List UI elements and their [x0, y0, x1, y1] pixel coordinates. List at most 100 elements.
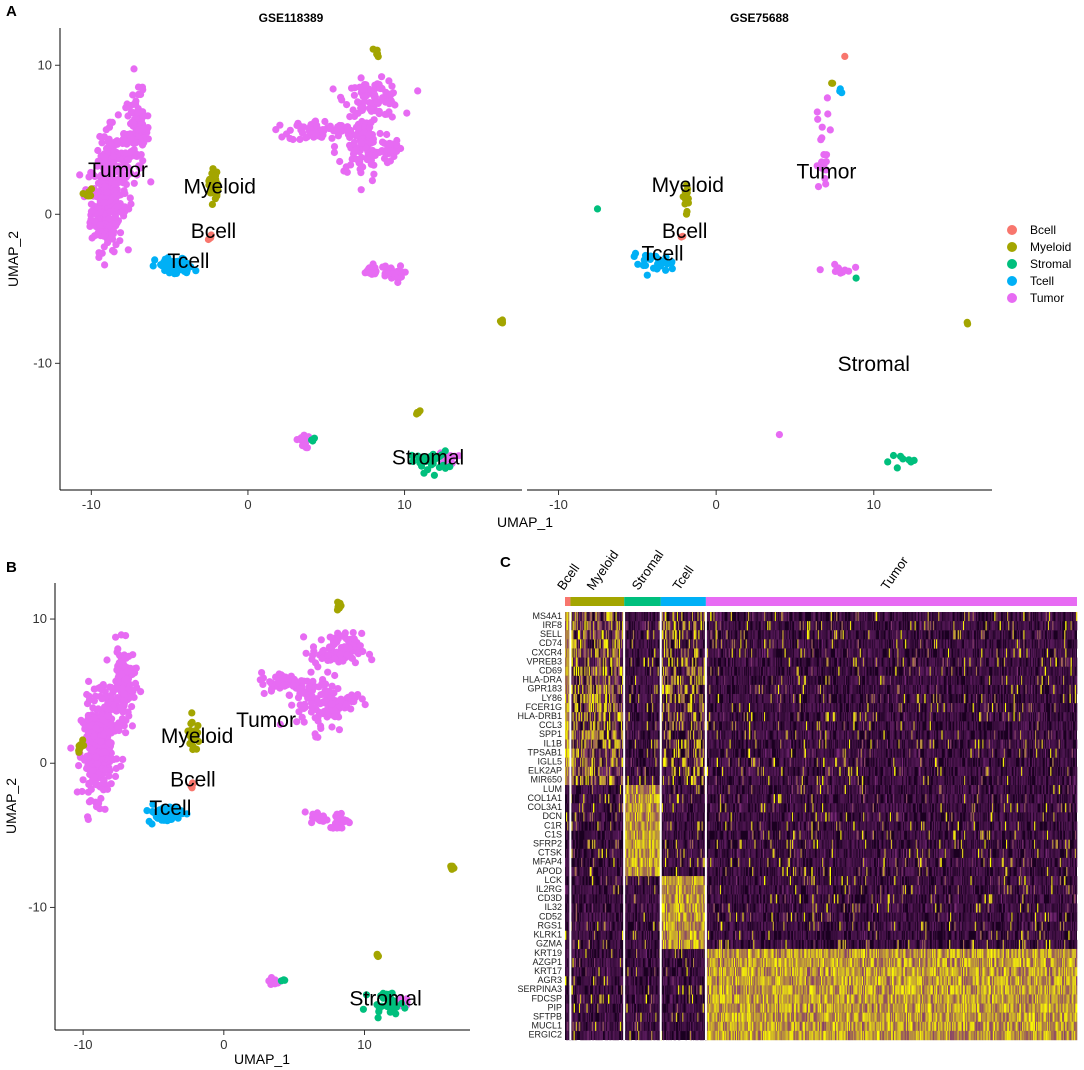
- heatmap-cell: [831, 630, 834, 640]
- point-tumor: [826, 126, 834, 134]
- legend: Bcell Myeloid Stromal Tcell Tumor: [1007, 223, 1071, 305]
- heatmap-cell: [1065, 648, 1067, 658]
- heatmap-cell: [774, 666, 777, 676]
- heatmap-cell: [777, 630, 780, 640]
- point-tumor: [817, 136, 825, 144]
- heatmap-cell: [846, 675, 849, 686]
- point-tumor: [350, 112, 359, 120]
- point-tumor: [118, 715, 126, 723]
- point-tumor: [98, 139, 106, 147]
- point-tumor: [357, 104, 365, 112]
- heatmap-cell: [834, 621, 837, 631]
- point-tcell: [149, 262, 157, 270]
- heatmap-cell: [783, 621, 785, 631]
- heatmap-cell: [903, 666, 906, 676]
- heatmap-cell: [1030, 639, 1033, 649]
- point-tumor: [359, 647, 367, 656]
- heatmap-cell: [743, 684, 745, 695]
- point-tumor: [100, 748, 109, 756]
- point-tumor: [361, 701, 369, 709]
- heatmap-cell: [946, 639, 949, 649]
- heatmap-cell: [1007, 639, 1009, 649]
- heatmap-cell: [1012, 621, 1014, 631]
- heatmap-cell: [949, 666, 951, 676]
- point-tumor: [297, 123, 305, 131]
- heatmap-cell: [1047, 648, 1050, 658]
- heatmap-cell: [998, 666, 1000, 676]
- point-tumor: [319, 681, 328, 689]
- heatmap-cell: [676, 657, 679, 667]
- heatmap-cell: [899, 657, 901, 667]
- point-tumor: [114, 723, 122, 731]
- heatmap-cell: [698, 684, 700, 695]
- heatmap-cell: [966, 630, 968, 640]
- heatmap-cell: [776, 657, 779, 667]
- heatmap-cell: [657, 666, 659, 676]
- heatmap-cell: [993, 666, 995, 676]
- heatmap-cell: [875, 675, 878, 686]
- point-tumor: [276, 121, 284, 129]
- heatmap-cell: [992, 630, 994, 640]
- point-myeloid: [498, 316, 506, 324]
- heatmap-cell: [803, 612, 806, 622]
- heatmap-cell: [720, 630, 723, 640]
- heatmap-cell: [583, 675, 585, 686]
- heatmap-cell: [695, 612, 697, 622]
- heatmap-cell: [744, 666, 747, 676]
- point-tumor: [286, 134, 294, 143]
- heatmap-cell: [712, 639, 714, 649]
- heatmap-cell: [882, 630, 884, 640]
- point-tumor: [326, 122, 334, 130]
- heatmap-cell: [903, 612, 906, 622]
- heatmap-cell: [1016, 666, 1019, 676]
- point-tumor: [78, 787, 86, 796]
- heatmap-cell: [1008, 666, 1010, 676]
- heatmap-cell: [965, 666, 967, 676]
- umap-plot-gse118389: GSE118389 UMAP_2 -10 0 10100-10TumorMyeloi…: [5, 11, 522, 512]
- heatmap-cell: [828, 657, 830, 667]
- heatmap-cell: [767, 639, 769, 649]
- heatmap-cell: [880, 630, 882, 640]
- point-tumor: [285, 691, 294, 700]
- heatmap-cell: [876, 657, 879, 667]
- heatmap-cell: [912, 630, 914, 640]
- y-tick-label: 0: [40, 755, 47, 770]
- heatmap-cell: [765, 639, 767, 649]
- heatmap-cell: [748, 621, 751, 631]
- heatmap-cell: [1002, 621, 1005, 631]
- point-tumor: [113, 137, 121, 145]
- heatmap-cell: [746, 648, 749, 658]
- heatmap-cell: [1042, 648, 1044, 658]
- point-tumor: [102, 126, 110, 134]
- point-tcell: [662, 266, 670, 274]
- heatmap-cell: [761, 684, 764, 695]
- point-tumor: [94, 684, 103, 692]
- legend-label-stromal: Stromal: [1030, 257, 1071, 271]
- heatmap-cell: [1039, 612, 1041, 622]
- heatmap-cell: [726, 657, 728, 667]
- heatmap-cell: [802, 684, 805, 695]
- heatmap-cell: [1031, 612, 1034, 622]
- heatmap-cell: [841, 621, 843, 631]
- legend-label-myeloid: Myeloid: [1030, 240, 1071, 254]
- heatmap-cell: [943, 639, 945, 649]
- cluster-label-tcell: Tcell: [642, 242, 684, 265]
- heatmap-cell: [939, 657, 941, 667]
- heatmap-cell: [994, 612, 996, 622]
- point-tumor: [296, 685, 305, 693]
- heatmap-cell: [959, 675, 962, 686]
- heatmap-cell: [630, 630, 632, 640]
- heatmap-cell: [694, 675, 696, 686]
- heatmap-cell: [1028, 657, 1030, 667]
- point-tumor: [349, 106, 357, 114]
- heatmap-cell: [649, 639, 652, 649]
- heatmap-cell: [710, 675, 712, 686]
- heatmap-cell: [718, 666, 721, 676]
- heatmap-cell: [846, 630, 849, 640]
- heatmap-cell: [595, 630, 597, 640]
- heatmap-cell: [1071, 639, 1073, 649]
- point-tumor: [381, 98, 390, 106]
- heatmap-cell: [775, 639, 778, 649]
- heatmap-cell: [955, 657, 957, 667]
- heatmap-cell: [865, 630, 867, 640]
